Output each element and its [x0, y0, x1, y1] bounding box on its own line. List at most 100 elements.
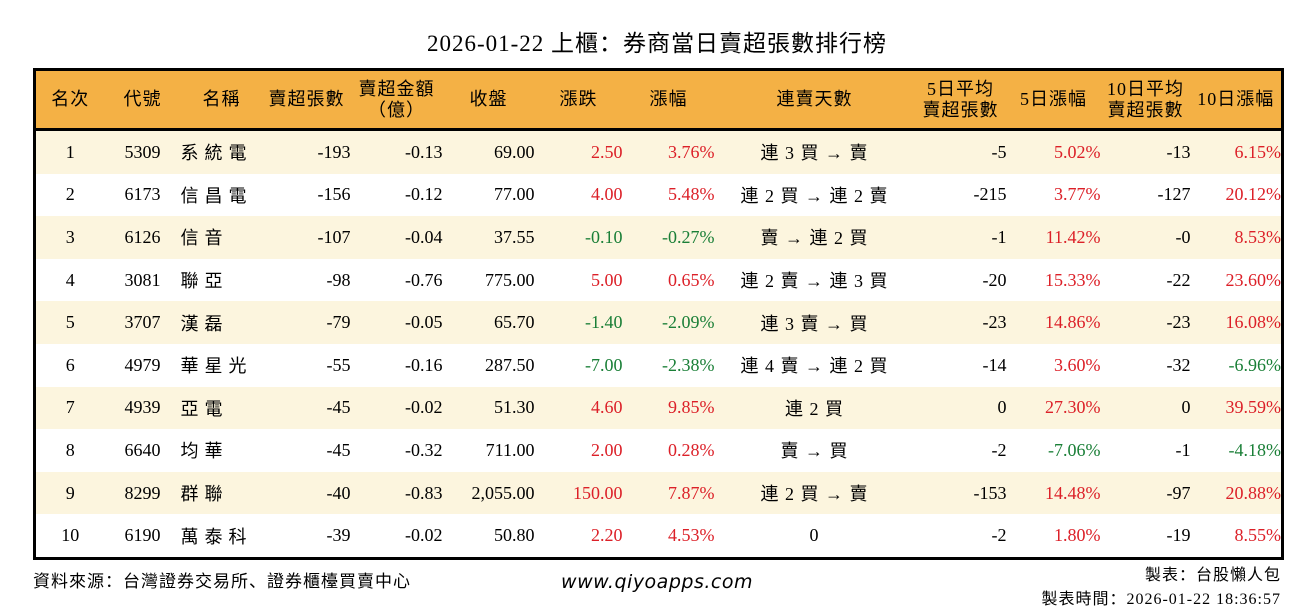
- cell-close: 69.00: [494, 141, 535, 162]
- table-row: 8 6640 均華 -45 -0.32 711.00 2.00 0.28% 賣 → 買 -2 -7.…: [34, 429, 1283, 472]
- cell-code: 4939: [124, 397, 161, 418]
- cell-avg10: -19: [1166, 525, 1191, 546]
- column-header-net_sell: 賣超張數: [262, 69, 351, 131]
- cell-close: 51.30: [494, 397, 535, 418]
- cell-pct5: 27.30%: [1045, 397, 1101, 418]
- cell-close: 711.00: [485, 439, 535, 460]
- cell-pct10: 6.15%: [1234, 141, 1282, 162]
- cell-streak: 連 2 賣 → 連 3 買: [740, 271, 889, 292]
- cell-amount: -0.02: [405, 525, 443, 546]
- cell-close: 287.50: [485, 354, 535, 375]
- cell-name: 漢磊: [180, 313, 229, 334]
- table-row: 9 8299 群聯 -40 -0.83 2,055.00 150.00 7.87% 連 2 買 …: [34, 471, 1283, 515]
- cell-avg5: -153: [973, 482, 1007, 503]
- cell-pct10: 8.53%: [1234, 226, 1282, 247]
- table-row: 1 5309 系統電 -193 -0.13 69.00 2.50 3.76% 連 3 買 → 賣…: [34, 129, 1283, 174]
- cell-pct10: -6.96%: [1228, 354, 1282, 375]
- cell-avg5: -215: [973, 184, 1007, 205]
- cell-avg5: -2: [991, 525, 1007, 546]
- cell-name: 華星光: [180, 356, 253, 377]
- footer-source: 資料來源：台灣證券交易所、證券櫃檯買賣中心: [33, 572, 411, 591]
- cell-amount: -0.04: [405, 226, 443, 247]
- column-header-change: 漲跌: [534, 69, 623, 131]
- cell-avg5: -2: [991, 439, 1007, 460]
- cell-amount: -0.76: [405, 269, 443, 290]
- cell-code: 4979: [124, 354, 161, 375]
- cell-pct5: 11.42%: [1045, 226, 1101, 247]
- cell-avg10: -1: [1175, 439, 1191, 460]
- cell-pct5: 15.33%: [1045, 269, 1101, 290]
- cell-net_sell: -98: [326, 269, 351, 290]
- column-header-avg5: 5日平均 賣超張數: [914, 69, 1007, 131]
- footer-website: www.qiyoapps.com: [561, 571, 753, 593]
- cell-pct5: 1.80%: [1054, 525, 1101, 546]
- column-header-avg10: 10日平均 賣超張數: [1100, 69, 1191, 131]
- cell-avg10: -13: [1166, 141, 1191, 162]
- cell-net_sell: -79: [326, 312, 351, 333]
- cell-avg5: -14: [982, 354, 1007, 375]
- cell-rank: 6: [65, 354, 75, 375]
- cell-change: -7.00: [585, 354, 623, 375]
- cell-streak: 賣 → 買: [780, 441, 849, 462]
- cell-name: 亞電: [180, 398, 229, 419]
- cell-net_sell: -45: [326, 439, 351, 460]
- cell-rank: 10: [61, 525, 80, 546]
- table-row: 7 4939 亞電 -45 -0.02 51.30 4.60 9.85% 連 2 買 0 27.30…: [34, 386, 1283, 430]
- cell-change: -1.40: [585, 312, 623, 333]
- cell-net_sell: -156: [317, 184, 351, 205]
- cell-rank: 1: [65, 141, 75, 162]
- cell-streak: 連 2 買 → 連 2 賣: [740, 185, 889, 206]
- cell-amount: -0.13: [405, 141, 443, 162]
- cell-streak: 連 3 買 → 賣: [760, 143, 869, 164]
- cell-change_pct: 0.28%: [668, 439, 715, 460]
- cell-avg5: 0: [997, 397, 1007, 418]
- cell-code: 6173: [124, 184, 161, 205]
- cell-avg5: -1: [991, 226, 1007, 247]
- cell-net_sell: -193: [317, 141, 351, 162]
- cell-pct5: 5.02%: [1054, 141, 1101, 162]
- cell-code: 3707: [124, 312, 161, 333]
- cell-net_sell: -39: [326, 525, 351, 546]
- cell-avg10: 0: [1181, 397, 1191, 418]
- cell-amount: -0.02: [405, 397, 443, 418]
- column-header-close: 收盤: [442, 69, 535, 131]
- cell-change_pct: 7.87%: [668, 482, 715, 503]
- cell-pct10: 39.59%: [1225, 397, 1282, 418]
- column-header-streak: 連賣天數: [714, 69, 915, 131]
- cell-change_pct: -2.09%: [662, 312, 715, 333]
- cell-pct10: 20.12%: [1225, 184, 1282, 205]
- table-row: 10 6190 萬泰科 -39 -0.02 50.80 2.20 4.53% 0 -2 1.80% -…: [34, 514, 1283, 559]
- cell-rank: 7: [65, 397, 75, 418]
- cell-avg10: -23: [1166, 312, 1191, 333]
- footer-timestamp: 製表時間：2026-01-22 18:36:57: [1041, 591, 1281, 608]
- cell-change: 2.00: [591, 439, 623, 460]
- cell-code: 3081: [124, 269, 161, 290]
- cell-net_sell: -55: [326, 354, 351, 375]
- column-header-name: 名稱: [180, 69, 263, 131]
- cell-streak: 連 2 買: [785, 398, 844, 419]
- cell-change_pct: 3.76%: [668, 141, 715, 162]
- ranking-table: 名次 代號 名稱 賣超張數 賣超金額 （億） 收盤 漲跌 漲幅 連賣天數 5日平均 賣超張數 5日漲幅 1…: [33, 68, 1284, 560]
- column-header-pct5: 5日漲幅: [1006, 69, 1101, 131]
- column-header-code: 代號: [104, 69, 181, 131]
- cell-streak: 0: [809, 525, 820, 546]
- table-header-row: 名次 代號 名稱 賣超張數 賣超金額 （億） 收盤 漲跌 漲幅 連賣天數 5日平均 賣超張數 5日漲幅 1…: [34, 69, 1283, 131]
- cell-pct10: 8.55%: [1234, 525, 1282, 546]
- cell-rank: 8: [65, 439, 75, 460]
- cell-avg10: -97: [1166, 482, 1191, 503]
- cell-rank: 9: [65, 482, 75, 503]
- cell-avg10: -22: [1166, 269, 1191, 290]
- cell-change_pct: 5.48%: [668, 184, 715, 205]
- cell-rank: 2: [65, 184, 75, 205]
- cell-net_sell: -107: [317, 226, 351, 247]
- cell-pct10: -4.18%: [1228, 439, 1282, 460]
- cell-change: 2.20: [591, 525, 623, 546]
- column-header-rank: 名次: [34, 69, 105, 131]
- cell-change: 5.00: [591, 269, 623, 290]
- cell-avg10: -0: [1175, 226, 1191, 247]
- cell-name: 聯亞: [180, 271, 229, 292]
- cell-change: 150.00: [573, 482, 623, 503]
- footer-credit: 製表：台股懶人包 製表時間：2026-01-22 18:36:57: [1041, 564, 1281, 612]
- cell-pct5: 3.77%: [1054, 184, 1101, 205]
- column-header-amount: 賣超金額 （億）: [350, 69, 443, 131]
